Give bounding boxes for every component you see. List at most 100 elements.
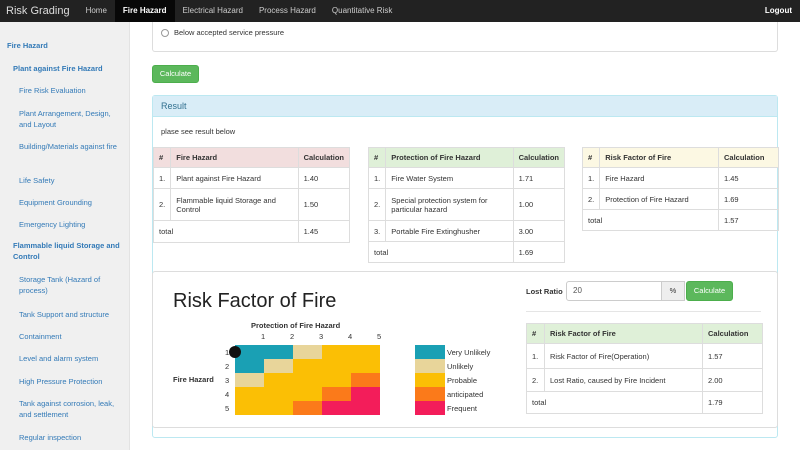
matrix-col-label: 5: [377, 332, 382, 341]
matrix-cell: [264, 345, 293, 359]
table-total-label: total: [368, 241, 514, 263]
table-total-value: 1.45: [297, 220, 351, 243]
logout-button[interactable]: Logout: [764, 6, 792, 15]
legend-label: Frequent: [447, 404, 478, 413]
matrix-cell: [235, 345, 264, 359]
table-cell: Fire Water System: [385, 167, 514, 189]
table-cell: 2.: [152, 188, 172, 221]
table-cell: 1.71: [512, 167, 566, 189]
sidebar-item-level-alarm[interactable]: Level and alarm system: [19, 354, 99, 363]
calculate-lost-ratio-button[interactable]: Calculate: [686, 281, 733, 301]
sidebar-item-plant-against-fire-hazard[interactable]: Plant against Fire Hazard: [13, 64, 103, 73]
legend-swatch: [415, 345, 445, 359]
legend-label: Unlikely: [447, 362, 474, 371]
matrix-row-label: 3: [225, 376, 230, 385]
fire-hazard-table: # Fire Hazard Calculation 1. Plant again…: [152, 147, 351, 243]
sidebar-item-regular-inspection[interactable]: Regular inspection: [19, 433, 82, 442]
matrix-cell: [264, 401, 293, 415]
legend-swatch: [415, 387, 445, 401]
nav-electrical-hazard[interactable]: Electrical Hazard: [182, 6, 243, 15]
table-header: Calculation: [512, 147, 566, 168]
risk-factor-title: Risk Factor of Fire: [173, 290, 337, 312]
table-cell: Risk Factor of Fire(Operation): [544, 343, 703, 369]
table-cell: Plant against Fire Hazard: [170, 167, 299, 189]
table-header: Protection of Fire Hazard: [385, 147, 514, 168]
table-total-value: 1.79: [702, 391, 763, 414]
table-cell: 1.: [526, 343, 545, 369]
table-header: Calculation: [702, 323, 763, 344]
sidebar-item-plant-arrangement[interactable]: Plant Arrangement, Design, and Layout: [19, 109, 111, 129]
table-cell: 1.: [581, 167, 601, 189]
table-cell: Protection of Fire Hazard: [599, 188, 719, 210]
matrix-cell: [264, 373, 293, 387]
nav-process-hazard[interactable]: Process Hazard: [258, 6, 316, 15]
matrix-cell: [322, 345, 351, 359]
matrix-row-title: Fire Hazard: [173, 375, 214, 384]
radio-button[interactable]: [161, 28, 169, 37]
protection-table: # Protection of Fire Hazard Calculation …: [367, 147, 566, 263]
table-cell: 1.: [367, 167, 387, 189]
result-panel: Result plase see result below # Fire Haz…: [152, 95, 779, 438]
matrix-cell: [293, 345, 322, 359]
table-header: Fire Hazard: [170, 147, 299, 168]
sidebar-item-building-materials[interactable]: Building/Materials against fire: [19, 142, 117, 151]
radio-label: Below accepted service pressure: [174, 28, 285, 37]
result-heading: Result: [153, 96, 777, 117]
lost-ratio-input[interactable]: 20: [566, 281, 662, 301]
table-cell: 1.: [152, 167, 172, 189]
table-header: Risk Factor of Fire: [599, 147, 719, 168]
form-panel: Below accepted service pressure: [152, 22, 778, 52]
sidebar-item-fire-risk-evaluation[interactable]: Fire Risk Evaluation: [19, 86, 86, 95]
table-header: #: [152, 147, 172, 168]
nav-fire-hazard[interactable]: Fire Hazard: [114, 0, 175, 22]
matrix-cell: [351, 373, 380, 387]
legend-swatch: [415, 401, 445, 415]
table-cell: 1.50: [297, 188, 351, 221]
matrix-cell: [351, 345, 380, 359]
matrix-cell: [322, 387, 351, 401]
table-cell: 1.69: [718, 188, 779, 210]
legend-label: anticipated: [447, 390, 484, 399]
sidebar-item-containment[interactable]: Containment: [19, 332, 62, 341]
matrix-cell: [351, 401, 380, 415]
table-total-label: total: [582, 209, 719, 231]
table-cell: 1.40: [297, 167, 351, 189]
lost-ratio-label: Lost Ratio: [526, 287, 563, 296]
table-cell: Special protection system for particular…: [385, 188, 514, 221]
matrix-cell: [293, 359, 322, 373]
legend-swatch: [415, 373, 445, 387]
matrix-row-label: 2: [225, 362, 230, 371]
result-note: plase see result below: [161, 127, 236, 136]
table-cell: 3.00: [512, 220, 566, 242]
sidebar-item-tank-support[interactable]: Tank Support and structure: [19, 310, 110, 319]
sidebar-item-high-pressure[interactable]: High Pressure Protection: [19, 377, 103, 386]
sidebar-item-equipment-grounding[interactable]: Equipment Grounding: [19, 198, 92, 207]
radio-option[interactable]: Below accepted service pressure: [161, 28, 284, 37]
matrix-cell: [235, 387, 264, 401]
table-header: #: [526, 323, 545, 344]
table-cell: 2.: [581, 188, 601, 210]
matrix-col-label: 4: [348, 332, 353, 341]
nav-quantitative-risk[interactable]: Quantitative Risk: [331, 6, 393, 15]
sidebar-item-emergency-lighting[interactable]: Emergency Lighting: [19, 220, 86, 229]
matrix-cell: [322, 359, 351, 373]
matrix-cell: [351, 359, 380, 373]
matrix-cell: [322, 401, 351, 415]
nav-home[interactable]: Home: [85, 6, 107, 15]
table-header: #: [367, 147, 387, 168]
brand-link[interactable]: Risk Grading: [6, 5, 70, 17]
sidebar-item-flammable-liquid-storage[interactable]: Flammable liquid Storage and Control: [13, 241, 120, 261]
calculate-button[interactable]: Calculate: [152, 65, 199, 83]
sidebar-item-life-safety[interactable]: Life Safety: [19, 176, 55, 185]
table-cell: 2.00: [702, 368, 763, 392]
sidebar-item-storage-tank[interactable]: Storage Tank (Hazard of process): [19, 275, 101, 295]
legend-swatch: [415, 359, 445, 373]
table-cell: 1.45: [718, 167, 779, 189]
matrix-cell: [293, 373, 322, 387]
table-cell: 1.57: [702, 343, 763, 369]
matrix-cell: [351, 387, 380, 401]
matrix-row-label: 1: [225, 348, 230, 357]
sidebar-item-fire-hazard[interactable]: Fire Hazard: [7, 41, 48, 50]
sidebar-item-tank-corrosion[interactable]: Tank against corrosion, leak, and settle…: [19, 399, 115, 419]
matrix-cell: [235, 373, 264, 387]
